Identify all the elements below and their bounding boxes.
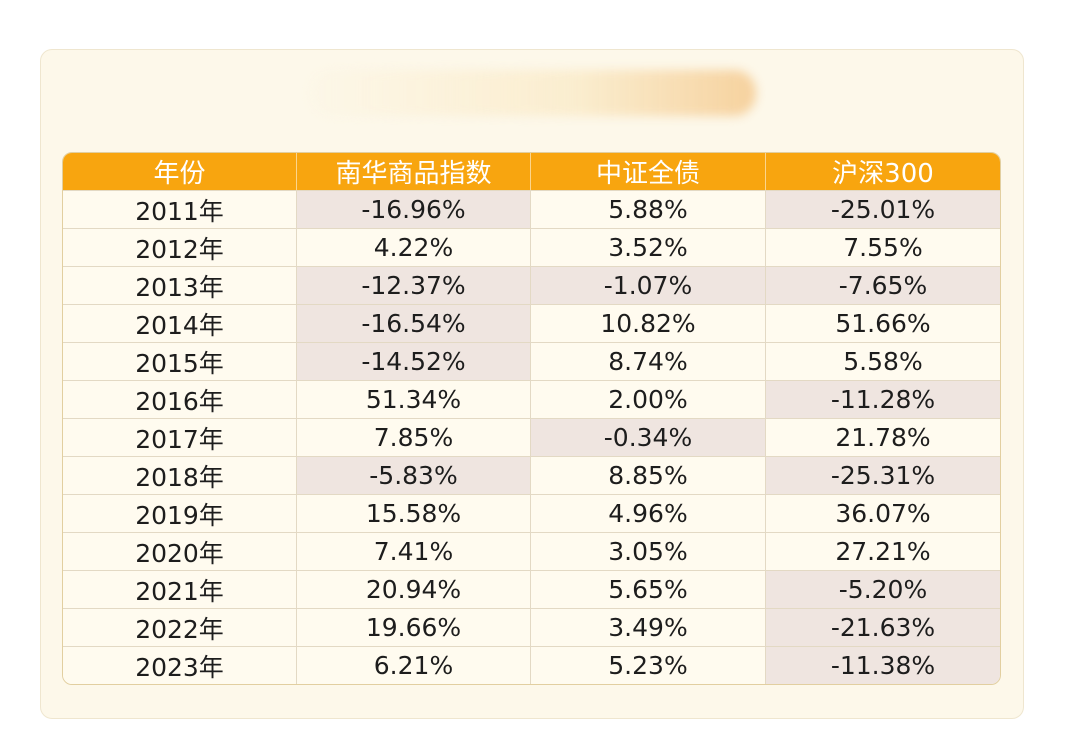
cell-csi300: -25.01% xyxy=(766,190,1000,228)
cell-nanhua-commodity: 20.94% xyxy=(297,570,531,608)
returns-table-wrapper: 年份 南华商品指数 中证全债 沪深300 2011年 -16.96% 5.88% -2… xyxy=(62,152,1001,685)
cell-nanhua-commodity: 15.58% xyxy=(297,494,531,532)
cell-csi-bond: 5.23% xyxy=(531,646,766,684)
cell-year: 2023年 xyxy=(63,646,297,684)
cell-csi300: 21.78% xyxy=(766,418,1000,456)
cell-nanhua-commodity: -5.83% xyxy=(297,456,531,494)
table-row: 2023年 6.21% 5.23% -11.38% xyxy=(63,646,1000,684)
table-row: 2020年 7.41% 3.05% 27.21% xyxy=(63,532,1000,570)
cell-nanhua-commodity: -12.37% xyxy=(297,266,531,304)
cell-csi300: -11.28% xyxy=(766,380,1000,418)
table-row: 2015年 -14.52% 8.74% 5.58% xyxy=(63,342,1000,380)
header-csi-bond: 中证全债 xyxy=(531,153,766,190)
cell-year: 2019年 xyxy=(63,494,297,532)
cell-csi300: -7.65% xyxy=(766,266,1000,304)
cell-nanhua-commodity: 51.34% xyxy=(297,380,531,418)
cell-nanhua-commodity: 4.22% xyxy=(297,228,531,266)
cell-nanhua-commodity: -16.54% xyxy=(297,304,531,342)
cell-nanhua-commodity: 19.66% xyxy=(297,608,531,646)
table-row: 2021年 20.94% 5.65% -5.20% xyxy=(63,570,1000,608)
cell-csi-bond: 8.85% xyxy=(531,456,766,494)
table-row: 2014年 -16.54% 10.82% 51.66% xyxy=(63,304,1000,342)
table-row: 2018年 -5.83% 8.85% -25.31% xyxy=(63,456,1000,494)
blurred-title xyxy=(308,70,756,116)
table-row: 2022年 19.66% 3.49% -21.63% xyxy=(63,608,1000,646)
cell-csi-bond: -1.07% xyxy=(531,266,766,304)
cell-nanhua-commodity: 7.41% xyxy=(297,532,531,570)
cell-csi-bond: 10.82% xyxy=(531,304,766,342)
cell-csi-bond: 2.00% xyxy=(531,380,766,418)
cell-csi-bond: 8.74% xyxy=(531,342,766,380)
table-row: 2013年 -12.37% -1.07% -7.65% xyxy=(63,266,1000,304)
cell-csi300: 51.66% xyxy=(766,304,1000,342)
cell-year: 2018年 xyxy=(63,456,297,494)
cell-year: 2012年 xyxy=(63,228,297,266)
cell-csi-bond: 5.65% xyxy=(531,570,766,608)
table-body: 2011年 -16.96% 5.88% -25.01% 2012年 4.22% 3.52% 7… xyxy=(63,190,1000,684)
cell-nanhua-commodity: 7.85% xyxy=(297,418,531,456)
cell-year: 2020年 xyxy=(63,532,297,570)
cell-nanhua-commodity: 6.21% xyxy=(297,646,531,684)
cell-csi300: 5.58% xyxy=(766,342,1000,380)
cell-year: 2013年 xyxy=(63,266,297,304)
header-csi300: 沪深300 xyxy=(766,153,1000,190)
header-nanhua-commodity: 南华商品指数 xyxy=(297,153,531,190)
cell-csi-bond: 3.05% xyxy=(531,532,766,570)
cell-csi300: -5.20% xyxy=(766,570,1000,608)
cell-csi-bond: 3.52% xyxy=(531,228,766,266)
cell-csi300: -25.31% xyxy=(766,456,1000,494)
header-year: 年份 xyxy=(63,153,297,190)
table-row: 2012年 4.22% 3.52% 7.55% xyxy=(63,228,1000,266)
table-row: 2011年 -16.96% 5.88% -25.01% xyxy=(63,190,1000,228)
cell-csi-bond: -0.34% xyxy=(531,418,766,456)
cell-year: 2017年 xyxy=(63,418,297,456)
table-row: 2016年 51.34% 2.00% -11.28% xyxy=(63,380,1000,418)
cell-csi-bond: 3.49% xyxy=(531,608,766,646)
table-row: 2019年 15.58% 4.96% 36.07% xyxy=(63,494,1000,532)
cell-csi300: 27.21% xyxy=(766,532,1000,570)
annual-returns-table: 年份 南华商品指数 中证全债 沪深300 2011年 -16.96% 5.88% -2… xyxy=(62,152,1001,685)
cell-csi300: 7.55% xyxy=(766,228,1000,266)
cell-year: 2022年 xyxy=(63,608,297,646)
cell-nanhua-commodity: -16.96% xyxy=(297,190,531,228)
cell-csi300: 36.07% xyxy=(766,494,1000,532)
cell-year: 2014年 xyxy=(63,304,297,342)
cell-csi300: -21.63% xyxy=(766,608,1000,646)
cell-year: 2011年 xyxy=(63,190,297,228)
cell-csi-bond: 4.96% xyxy=(531,494,766,532)
cell-year: 2016年 xyxy=(63,380,297,418)
cell-year: 2015年 xyxy=(63,342,297,380)
cell-nanhua-commodity: -14.52% xyxy=(297,342,531,380)
header-row: 年份 南华商品指数 中证全债 沪深300 xyxy=(63,153,1000,190)
cell-csi-bond: 5.88% xyxy=(531,190,766,228)
cell-year: 2021年 xyxy=(63,570,297,608)
cell-csi300: -11.38% xyxy=(766,646,1000,684)
table-row: 2017年 7.85% -0.34% 21.78% xyxy=(63,418,1000,456)
